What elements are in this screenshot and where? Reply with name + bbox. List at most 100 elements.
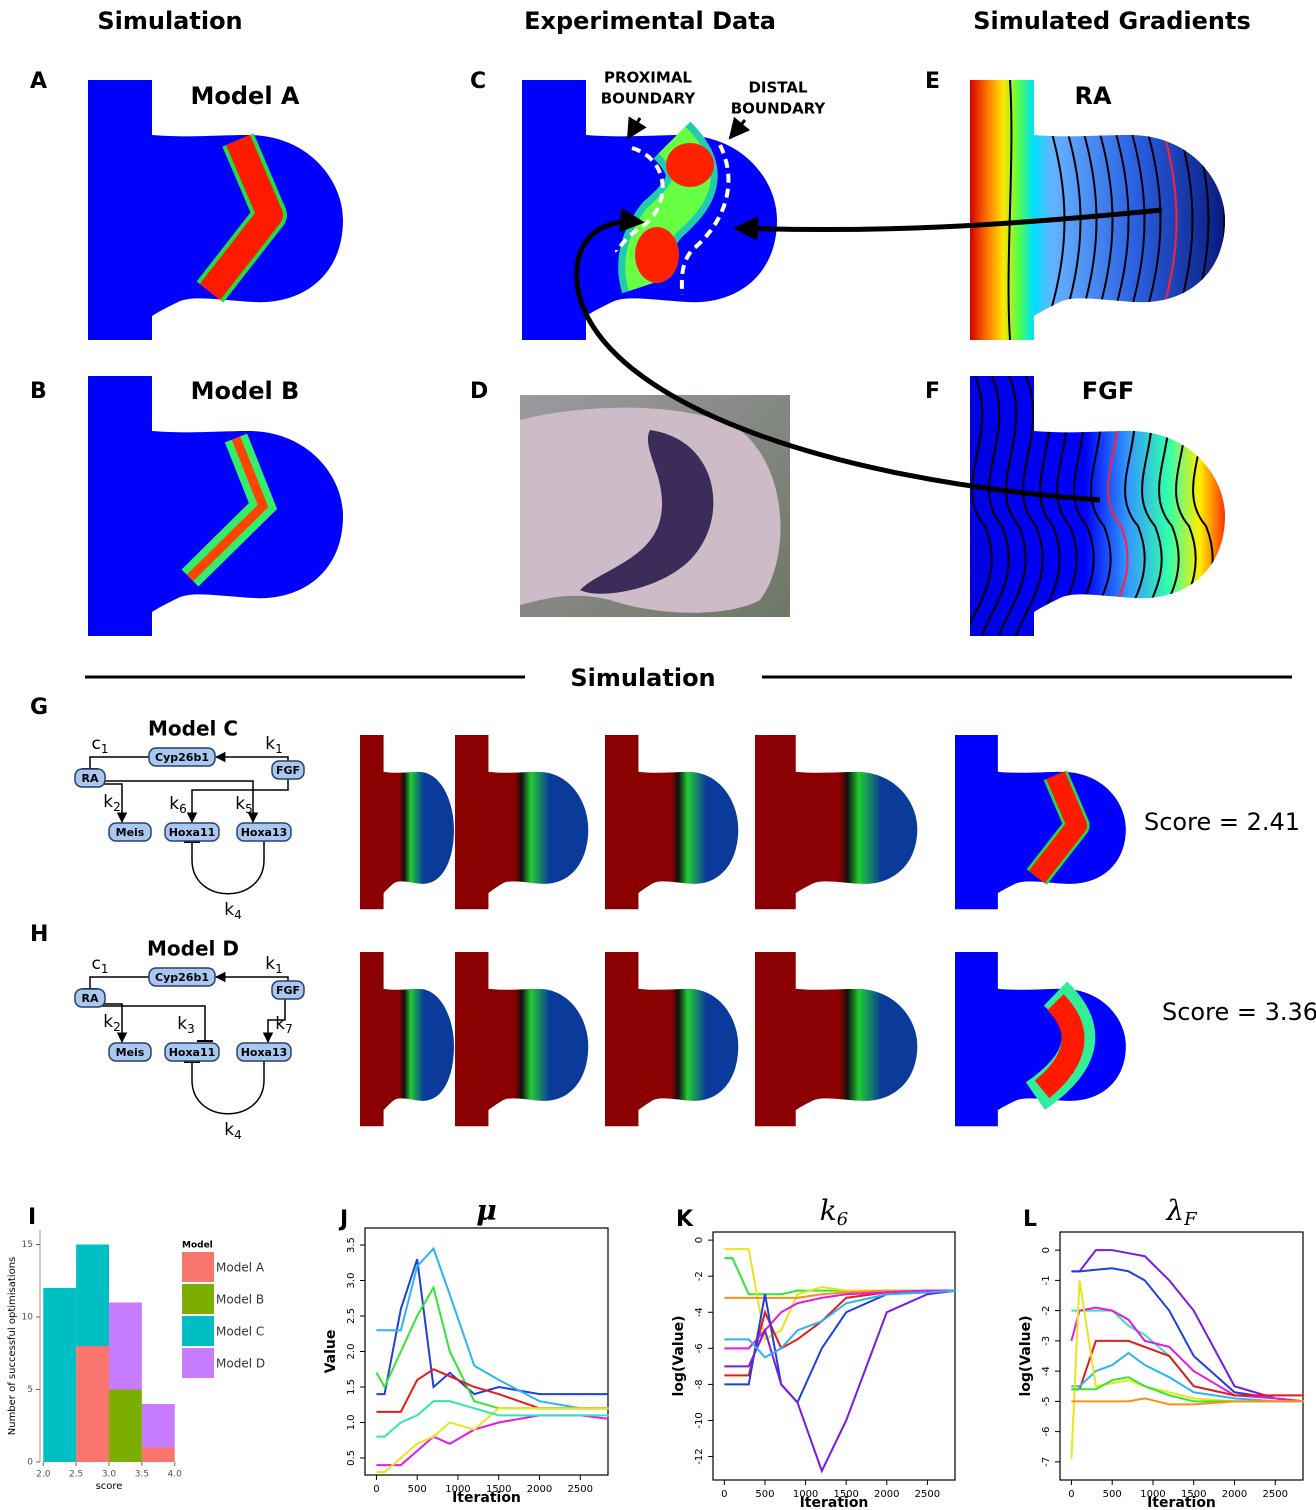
edge-label: k4: [224, 1120, 242, 1142]
y-tick-label: -7: [1041, 1457, 1052, 1467]
limb-shape: [88, 376, 343, 636]
contour: [1111, 119, 1130, 321]
edge: [105, 780, 259, 824]
y-axis-label: log(Value): [1018, 1315, 1034, 1396]
node-label: Hoxa13: [241, 1046, 288, 1059]
legend-swatch: [182, 1252, 214, 1282]
edge-label-symbol: k: [235, 794, 245, 814]
annotation: BOUNDARY: [731, 100, 827, 118]
edge-label-subscript: 1: [275, 962, 283, 976]
x-tick-label: 0: [373, 1484, 379, 1495]
edge: [102, 1003, 128, 1044]
edge-label-subscript: 2: [113, 1020, 121, 1034]
x-axis-label: Iteration: [1147, 1495, 1216, 1510]
chart-title-symbol: k: [820, 1194, 837, 1227]
edge-label-subscript: 1: [101, 962, 109, 976]
node-label: Meis: [116, 1046, 145, 1059]
node-label: Cyp26b1: [155, 971, 209, 984]
edge: [214, 751, 289, 763]
x-tick-label: 3.5: [135, 1470, 149, 1480]
edge-label: k1: [265, 734, 283, 756]
x-tick-label: 2500: [1263, 1489, 1288, 1500]
node: [271, 980, 305, 1000]
y-tick-label: 10: [22, 1313, 34, 1323]
edge-label-symbol: k: [103, 1012, 113, 1032]
score: Score = 3.36: [1162, 998, 1316, 1026]
x-tick-label: 500: [755, 1489, 774, 1500]
expression-core: [199, 134, 283, 300]
section-title: Simulation: [570, 664, 715, 692]
series-line: [724, 1289, 956, 1299]
panel-label: F: [925, 379, 940, 404]
node: [236, 1042, 292, 1062]
expression-core: [186, 436, 269, 582]
edge-label-subscript: 7: [285, 1022, 293, 1036]
panel-title: Model B: [191, 377, 300, 405]
edge-label-subscript: 3: [187, 1022, 195, 1036]
edge-label-symbol: k: [103, 792, 113, 812]
limb-shape: [605, 735, 739, 910]
x-tick-label: 1000: [445, 1484, 470, 1495]
bar: [76, 1244, 109, 1346]
x-tick-label: 3.0: [102, 1470, 117, 1480]
node: [148, 747, 216, 767]
column-header: Experimental Data: [524, 7, 776, 35]
x-tick-label: 2.0: [36, 1470, 51, 1480]
x-tick-label: 1000: [793, 1489, 818, 1500]
chart-title-symbol: λ: [1165, 1194, 1184, 1227]
edge-label-subscript: 6: [179, 802, 187, 816]
x-tick-label: 4.0: [168, 1470, 183, 1480]
limb-shape: [955, 952, 1126, 1127]
y-tick-label: 3.0: [346, 1273, 357, 1289]
expression-core: [1034, 994, 1085, 1099]
contour: [1015, 376, 1044, 636]
bar: [43, 1288, 77, 1462]
contour: [970, 376, 993, 636]
legend-swatch: [182, 1348, 214, 1378]
x-tick-label: 2.5: [69, 1470, 83, 1480]
x-axis-label: score: [96, 1481, 123, 1492]
x-tick-label: 500: [1103, 1489, 1122, 1500]
edge-label-subscript: 1: [101, 742, 109, 756]
contour: [1007, 80, 1013, 340]
limb: [88, 80, 343, 340]
annotation: PROXIMAL: [604, 69, 692, 87]
legend-swatch: [182, 1284, 214, 1314]
expression-core: [1028, 771, 1087, 884]
node: [164, 822, 220, 842]
node: [164, 1042, 220, 1062]
panel-title: Model A: [191, 82, 300, 110]
limb: [360, 952, 454, 1127]
edge-label-symbol: k: [224, 1120, 234, 1140]
contour: [981, 376, 1010, 636]
annotation: DISTAL: [748, 79, 808, 97]
edge: [191, 1061, 265, 1115]
arrow: [728, 116, 751, 140]
limb-shape: [455, 735, 589, 910]
x-axis-label: Iteration: [800, 1495, 869, 1510]
series-line: [1071, 1397, 1304, 1406]
column-header: Simulation: [97, 7, 242, 35]
legend-label: Model B: [216, 1293, 264, 1307]
y-tick-label: -1: [1041, 1275, 1052, 1285]
chart-title-subscript: 6: [837, 1209, 848, 1230]
x-tick-label: 2000: [1222, 1489, 1247, 1500]
x-tick-label: 0: [1068, 1489, 1074, 1500]
plot-frame: [712, 1231, 956, 1481]
panel-label: H: [30, 922, 48, 947]
edge-label: k6: [169, 794, 187, 816]
limb-shape: [360, 735, 454, 910]
edge: [191, 841, 265, 895]
panel-label: D: [470, 379, 488, 404]
y-tick-label: 3.5: [346, 1237, 357, 1253]
limb-shape: [955, 735, 1126, 910]
limb: [970, 376, 1225, 636]
arrow: [574, 207, 1101, 503]
edge-label: k7: [275, 1014, 293, 1036]
node-label: Hoxa13: [241, 826, 288, 839]
chart-title: k6: [820, 1194, 848, 1231]
